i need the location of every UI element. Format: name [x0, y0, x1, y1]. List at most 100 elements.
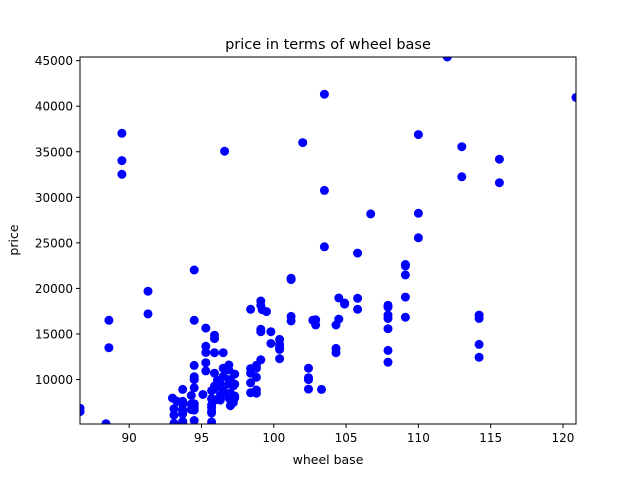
scatter-point	[304, 384, 313, 394]
scatter-point	[178, 406, 188, 416]
scatter-point	[319, 242, 329, 252]
scatter-point	[494, 178, 504, 188]
scatter-point	[220, 146, 230, 156]
scatter-point	[413, 130, 423, 140]
scatter-point	[275, 334, 285, 344]
scatter-point	[189, 265, 199, 275]
y-tick-label: 45000	[35, 54, 73, 68]
scatter-point	[178, 384, 188, 394]
y-tick-label: 40000	[35, 100, 73, 114]
scatter-point	[198, 390, 208, 399]
scatter-point	[474, 339, 484, 349]
scatter-point	[353, 248, 363, 258]
scatter-point	[366, 209, 376, 219]
scatter-point	[442, 57, 452, 62]
scatter-point	[201, 323, 211, 333]
scatter-point	[101, 419, 111, 424]
scatter-point	[494, 154, 504, 164]
scatter-point	[169, 410, 179, 420]
scatter-point	[230, 379, 240, 389]
scatter-point	[474, 310, 484, 320]
scatter-point	[311, 320, 321, 330]
scatter-point	[201, 366, 211, 376]
y-tick-label: 25000	[35, 236, 73, 250]
scatter-point	[317, 384, 326, 394]
y-tick-label: 20000	[35, 282, 73, 296]
scatter-point	[201, 341, 211, 351]
scatter-point	[201, 358, 211, 368]
x-tick-label: 100	[262, 431, 285, 445]
scatter-point	[275, 354, 285, 364]
scatter-point	[319, 185, 329, 195]
chart-title: price in terms of wheel base	[225, 37, 431, 53]
x-tick-label: 115	[479, 431, 502, 445]
scatter-point	[210, 348, 219, 358]
scatter-point	[230, 369, 240, 379]
scatter-point	[201, 348, 211, 357]
y-tick-label: 15000	[35, 327, 73, 341]
y-axis-label: price	[6, 224, 21, 255]
scatter-point	[474, 352, 484, 362]
scatter-point	[210, 368, 219, 378]
scatter-point	[117, 128, 127, 138]
scatter-point	[400, 312, 410, 322]
scatter-point	[286, 311, 296, 321]
scatter-point	[383, 357, 393, 367]
scatter-point	[340, 298, 350, 308]
scatter-point	[178, 417, 188, 424]
scatter-point	[186, 391, 196, 400]
x-tick-label: 105	[335, 431, 358, 445]
scatter-point	[143, 286, 153, 296]
scatter-point	[298, 138, 308, 148]
scatter-point	[319, 89, 329, 99]
scatter-point	[413, 233, 423, 243]
scatter-point	[400, 260, 410, 269]
scatter-point	[457, 172, 467, 182]
scatter-point	[400, 270, 410, 280]
scatter-point	[353, 293, 363, 303]
scatter-point	[571, 93, 576, 102]
scatter-point	[286, 273, 296, 283]
scatter-point	[383, 345, 393, 355]
scatter-point	[353, 304, 363, 314]
x-axis-label: wheel base	[293, 452, 364, 467]
scatter-point	[218, 348, 228, 358]
scatter-point	[256, 296, 266, 306]
scatter-point	[246, 304, 256, 314]
x-tick-label: 95	[194, 431, 209, 445]
scatter-point	[218, 385, 228, 395]
y-axis-ticks: 10000 15000 20000 25000 30000 35000 40000 45000	[35, 54, 80, 387]
x-tick-label: 110	[407, 431, 430, 445]
scatter-point	[334, 314, 344, 324]
plot-frame	[79, 56, 577, 425]
scatter-point	[104, 315, 114, 325]
scatter-point	[80, 403, 85, 413]
scatter-point	[266, 327, 276, 337]
scatter-point	[104, 343, 114, 353]
scatter-point	[256, 355, 266, 365]
x-tick-label: 120	[552, 431, 575, 445]
data-points	[80, 57, 576, 424]
scatter-point	[169, 418, 179, 424]
scatter-point	[178, 399, 188, 409]
scatter-point	[189, 416, 199, 424]
x-tick-label: 90	[122, 431, 137, 445]
scatter-point	[169, 404, 179, 414]
scatter-point	[246, 378, 256, 388]
scatter-point	[189, 315, 199, 325]
x-axis-ticks: 90 95 100 105 110 115 120	[122, 424, 575, 445]
scatter-point	[413, 208, 423, 218]
scatter-point	[189, 360, 199, 370]
scatter-point	[400, 292, 410, 302]
scatter-point	[207, 403, 217, 413]
scatter-point	[189, 383, 199, 393]
scatter-point	[304, 363, 313, 373]
scatter-point	[331, 343, 341, 353]
scatter-point	[117, 169, 127, 179]
scatter-point	[230, 391, 240, 401]
scatter-point	[262, 307, 271, 317]
scatter-point	[210, 334, 219, 344]
scatter-point	[189, 372, 199, 382]
